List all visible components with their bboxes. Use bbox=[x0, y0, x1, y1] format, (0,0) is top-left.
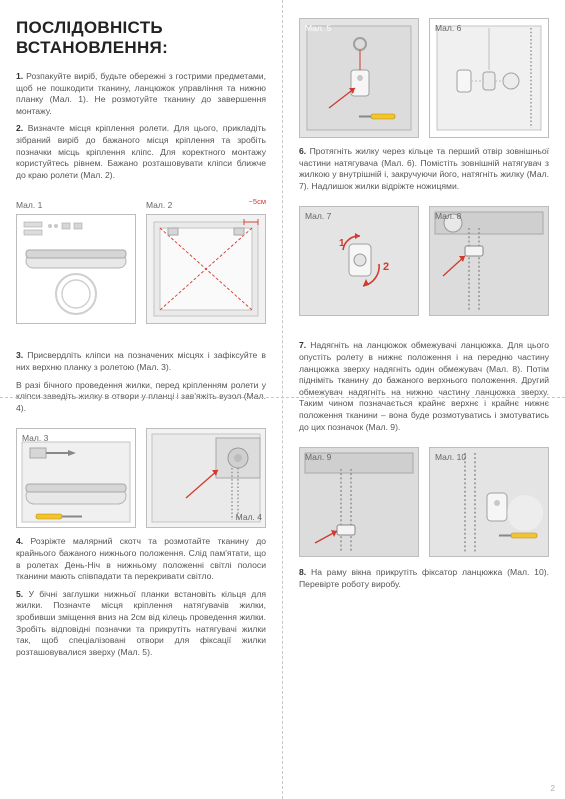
figure-7: Мал. 7 1 2 bbox=[299, 206, 419, 316]
step-2: 2. Визначте місця кріплення ролети. Для … bbox=[16, 123, 266, 181]
figrow-9-10: Мал. 9 Мал. 10 bbox=[299, 447, 549, 557]
step-3a: 3. Присвердліть кліпси на позначених міс… bbox=[16, 350, 266, 373]
figure-1-caption: Мал. 1 bbox=[16, 199, 42, 211]
arrow-1-label: 1 bbox=[339, 238, 345, 249]
step-6: 6. Протягніть жилку через кільце та перш… bbox=[299, 146, 549, 192]
figure-1: Мал. 1 bbox=[16, 195, 136, 324]
page-number: 2 bbox=[551, 784, 555, 793]
step-7-text: Надягніть на ланцюжок обмежувачі ланцюжк… bbox=[299, 340, 549, 431]
step-7: 7. Надягніть на ланцюжок обмежувачі ланц… bbox=[299, 340, 549, 433]
spacer bbox=[16, 324, 266, 350]
step-5-text: У бічні заглушки нижньої планки встанові… bbox=[16, 589, 266, 657]
figure-3: Мал. 3 bbox=[16, 428, 136, 528]
figure-10-svg bbox=[429, 447, 549, 557]
figure-4: Мал. 4 bbox=[146, 428, 266, 528]
figure-9-caption: Мал. 9 bbox=[305, 451, 331, 463]
page-title: ПОСЛІДОВНІСТЬ ВСТАНОВЛЕННЯ: bbox=[16, 18, 266, 57]
figure-7-caption: Мал. 7 bbox=[305, 210, 331, 222]
step-8-text: На раму вікна прикрутіть фіксатор ланцюж… bbox=[299, 567, 549, 589]
figure-6-svg bbox=[429, 18, 549, 138]
step-4-text: Розріжте малярний скотч та розмотайте тк… bbox=[16, 536, 266, 581]
horizontal-divider bbox=[0, 397, 565, 398]
figure-3-caption: Мал. 3 bbox=[22, 432, 48, 444]
figure-2-dim: ~5см bbox=[249, 197, 266, 206]
step-3a-text: Присвердліть кліпси на позначених місцях… bbox=[16, 350, 266, 372]
step-2-text: Визначте місця кріплення ролети. Для цьо… bbox=[16, 123, 266, 179]
figrow-3-4: Мал. 3 bbox=[16, 428, 266, 528]
figure-4-caption: Мал. 4 bbox=[236, 511, 262, 523]
spacer-r bbox=[299, 316, 549, 340]
step-1-text: Розпакуйте виріб, будьте обережні з гост… bbox=[16, 71, 266, 116]
figure-5-svg bbox=[299, 18, 419, 138]
figure-5-caption: Мал. 5 bbox=[305, 22, 331, 34]
figrow-5-6: Мал. 5 bbox=[299, 18, 549, 138]
figure-7-svg: 1 2 bbox=[299, 206, 419, 316]
figure-6: Мал. 6 bbox=[429, 18, 549, 138]
figure-2-caption: Мал. 2 bbox=[146, 199, 172, 211]
step-1: 1. Розпакуйте виріб, будьте обережні з г… bbox=[16, 71, 266, 117]
figrow-1-2: Мал. 1 Мал. 2 bbox=[16, 195, 266, 324]
figure-2-svg bbox=[146, 214, 266, 324]
arrow-2-label: 2 bbox=[383, 261, 389, 273]
figure-10-caption: Мал. 10 bbox=[435, 451, 466, 463]
step-4: 4. Розріжте малярний скотч та розмотайте… bbox=[16, 536, 266, 582]
page: ПОСЛІДОВНІСТЬ ВСТАНОВЛЕННЯ: 1. Розпакуйт… bbox=[0, 0, 565, 799]
figure-9-svg bbox=[299, 447, 419, 557]
left-column: ПОСЛІДОВНІСТЬ ВСТАНОВЛЕННЯ: 1. Розпакуйт… bbox=[0, 0, 283, 799]
step-6-text: Протягніть жилку через кільце та перший … bbox=[299, 146, 549, 191]
figure-8-svg bbox=[429, 206, 549, 316]
figure-2: Мал. 2 ~5см bbox=[146, 195, 266, 324]
figrow-7-8: Мал. 7 1 2 Мал. 8 bbox=[299, 206, 549, 316]
figure-1-svg bbox=[16, 214, 136, 324]
figure-10: Мал. 10 bbox=[429, 447, 549, 557]
figure-5: Мал. 5 bbox=[299, 18, 419, 138]
figure-6-caption: Мал. 6 bbox=[435, 22, 461, 34]
step-8: 8. На раму вікна прикрутіть фіксатор лан… bbox=[299, 567, 549, 590]
figure-8: Мал. 8 bbox=[429, 206, 549, 316]
figure-9: Мал. 9 bbox=[299, 447, 419, 557]
step-5: 5. У бічні заглушки нижньої планки встан… bbox=[16, 589, 266, 659]
figure-8-caption: Мал. 8 bbox=[435, 210, 461, 222]
right-column: Мал. 5 bbox=[283, 0, 565, 799]
